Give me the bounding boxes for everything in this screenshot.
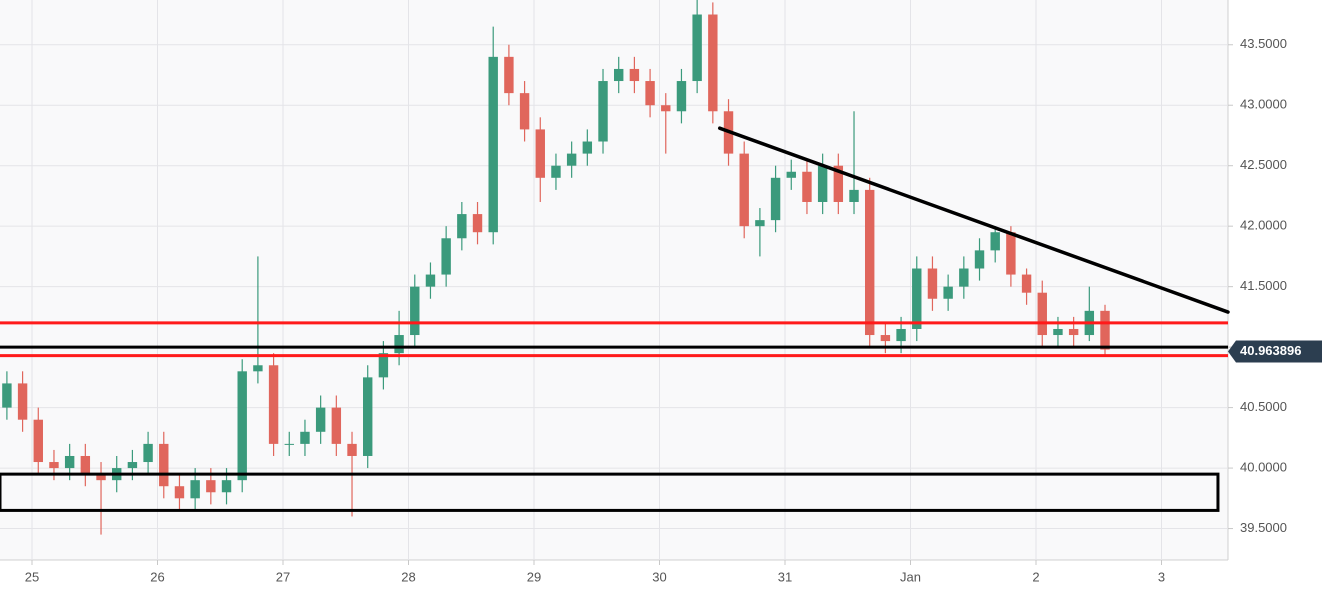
zone [0,472,1220,512]
candle-body [331,407,342,444]
x-tick-label: 29 [527,569,541,584]
candle-body [833,165,844,202]
y-tick-label: 42.5000 [1240,157,1287,172]
candle-body [1068,328,1079,336]
candle-body [535,129,545,178]
candle-body [221,480,232,493]
candle-body [347,443,357,456]
candle-body [425,274,436,287]
candle-body [598,81,608,142]
candle-body [864,189,875,336]
candle-body [268,365,279,444]
candle-body [1037,292,1047,336]
plot-background [0,0,1228,560]
candle-body [504,56,514,94]
candle-body [817,165,828,202]
candle-body [708,14,718,112]
candle-body [1100,310,1110,350]
candle-body [394,335,404,354]
candle-body [786,171,796,178]
candle-body [64,455,75,469]
y-tick-label: 40.5000 [1240,399,1287,414]
candle-body [49,462,59,469]
y-tick-label: 43.5000 [1240,36,1287,51]
y-tick-label: 39.5000 [1240,520,1287,535]
candle-body [551,165,561,178]
x-tick-label: 25 [25,569,39,584]
candle-body [17,383,28,420]
candle-body [472,214,483,233]
candle-body [770,177,781,221]
x-tick-label: 28 [401,569,415,584]
candle-body [159,443,169,487]
x-tick-label: Jan [900,569,921,584]
candle-body [1053,328,1063,336]
x-tick-label: 31 [778,569,792,584]
price-label: 40.963896 [1240,343,1301,358]
candle-body [190,480,200,499]
candle-body [2,383,12,408]
candle-body [739,153,749,227]
candle-body [959,268,969,287]
candle-body [441,238,451,275]
candle-body [692,14,702,82]
candle-body [174,486,185,499]
candle-body [676,81,687,112]
y-tick-label: 43.0000 [1240,97,1287,112]
candle-body [33,419,43,463]
candle-body [912,268,922,329]
candle-body [253,365,263,372]
y-tick-label: 40.0000 [1240,460,1287,475]
candle-body [143,443,153,463]
candle-body [363,377,373,456]
candle-body [990,232,1000,251]
candle-body [488,56,498,233]
candle-body [378,353,389,378]
y-tick-label: 42.0000 [1240,218,1287,233]
candle-body [943,286,953,299]
candle-body [80,455,91,475]
candle-body [661,105,671,112]
candle-body [927,268,938,299]
x-tick-label: 3 [1158,569,1165,584]
candle-body [849,189,859,202]
candle-body [206,480,216,493]
x-tick-label: 2 [1032,569,1039,584]
trendline [717,126,1230,314]
y-tick-label: 41.5000 [1240,278,1287,293]
candle-body [614,68,624,82]
candle-body [237,371,247,481]
x-tick-label: 30 [652,569,666,584]
candle-body [96,474,106,481]
x-tick-label: 26 [150,569,164,584]
candle-body [582,141,593,154]
candle-body [566,153,577,166]
candle-body [457,214,467,239]
candle-body [410,286,420,336]
candle-body [755,220,765,227]
candle-body [880,335,891,342]
candle-body [802,171,812,202]
candle-body [974,250,985,269]
candle-body [315,407,326,432]
candle-body [1021,274,1032,293]
price-label-box [1228,340,1322,363]
candle-body [629,68,640,82]
candle-body [645,81,655,106]
candle-body [896,328,906,342]
x-tick-label: 27 [276,569,290,584]
candle-body [1006,232,1016,275]
candle-body [300,431,310,444]
candle-body [284,443,294,445]
candle-body [127,462,138,469]
candle-body [519,93,530,130]
